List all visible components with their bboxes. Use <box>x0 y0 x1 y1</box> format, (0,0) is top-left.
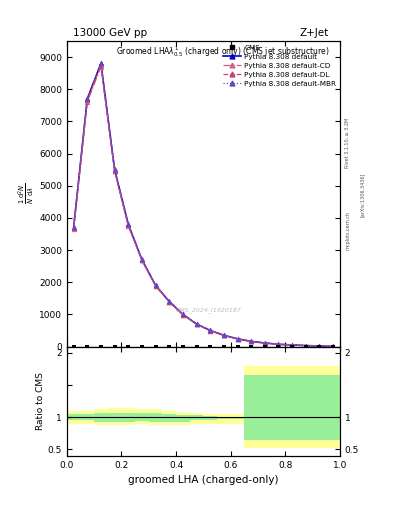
Text: mcplots.cern.ch: mcplots.cern.ch <box>345 211 350 250</box>
Text: [arXiv:1306.3436]: [arXiv:1306.3436] <box>360 173 365 217</box>
Text: Rivet 3.1.10, ≥ 3.2M: Rivet 3.1.10, ≥ 3.2M <box>345 118 350 168</box>
X-axis label: groomed LHA (charged-only): groomed LHA (charged-only) <box>128 475 279 485</box>
Text: Groomed LHA$\lambda^1_{0.5}$ (charged only) (CMS jet substructure): Groomed LHA$\lambda^1_{0.5}$ (charged on… <box>116 44 330 59</box>
Text: Z+Jet: Z+Jet <box>300 28 329 38</box>
Text: CMS_2024_I1920187: CMS_2024_I1920187 <box>176 307 242 313</box>
Y-axis label: Ratio to CMS: Ratio to CMS <box>36 372 45 430</box>
Legend: CMS, Pythia 8.308 default, Pythia 8.308 default-CD, Pythia 8.308 default-DL, Pyt: CMS, Pythia 8.308 default, Pythia 8.308 … <box>223 45 336 87</box>
Text: 13000 GeV pp: 13000 GeV pp <box>73 28 147 38</box>
Y-axis label: $\frac{1}{N}\frac{\mathrm{d}^2 N}{\mathrm{d}\lambda}$: $\frac{1}{N}\frac{\mathrm{d}^2 N}{\mathr… <box>17 183 36 204</box>
